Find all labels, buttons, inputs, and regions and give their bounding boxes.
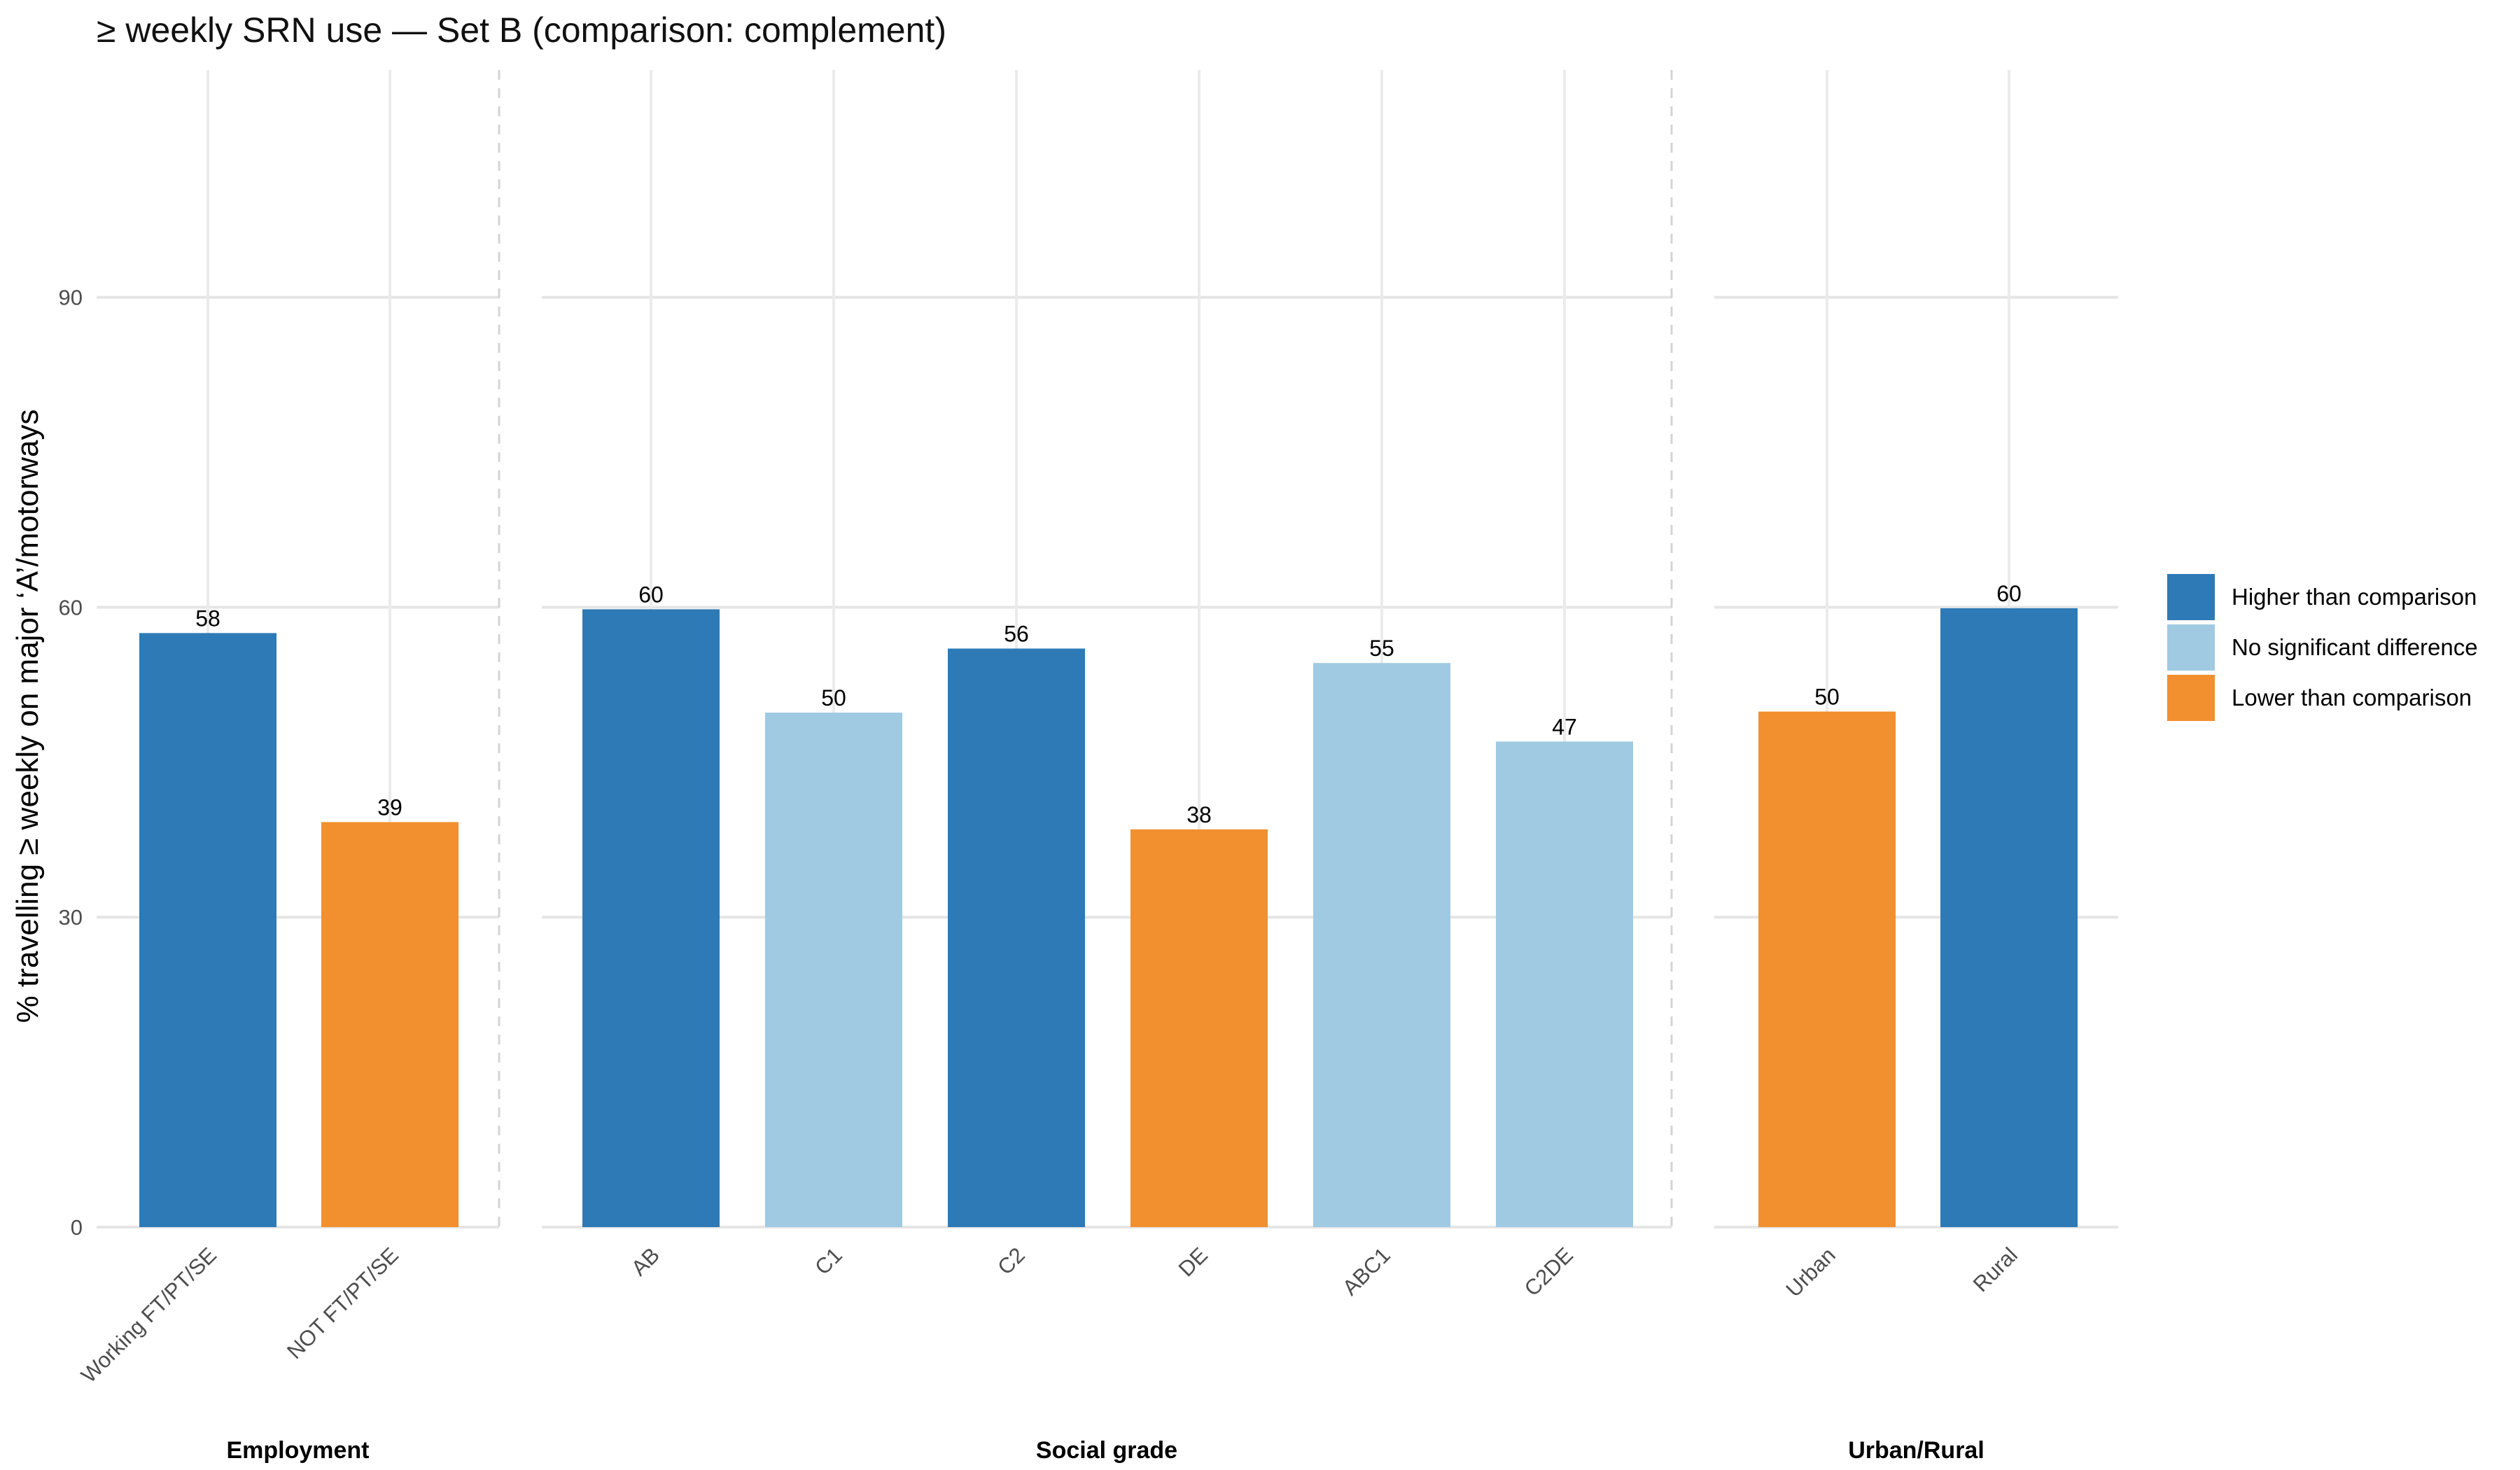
y-axis-title: % travelling ≥ weekly on major ‘A’/motor… (10, 410, 45, 1023)
bar (1496, 741, 1633, 1227)
value-label: 50 (821, 685, 846, 710)
value-label: 60 (638, 582, 664, 607)
y-tick-label: 30 (59, 905, 83, 930)
x-tick-label: C2 (993, 1242, 1030, 1280)
bar-layer (139, 608, 2078, 1227)
facet-label: Urban/Rural (1848, 1437, 1984, 1464)
bar (948, 648, 1085, 1227)
value-label: 47 (1552, 714, 1577, 739)
y-tick-label: 90 (59, 286, 83, 310)
bar (582, 609, 720, 1227)
x-tick-label: NOT FT/PT/SE (282, 1242, 403, 1364)
bar (1940, 608, 2078, 1227)
value-label: 50 (1814, 685, 1840, 710)
legend: Higher than comparison No significant dif… (2167, 574, 2478, 721)
value-label: 55 (1369, 636, 1394, 661)
x-tick-label: C2DE (1520, 1242, 1578, 1301)
bar (765, 713, 902, 1227)
legend-label: Higher than comparison (2232, 584, 2477, 610)
y-tick-label: 0 (71, 1215, 83, 1240)
value-label: 38 (1186, 802, 1212, 827)
x-tick-label: ABC1 (1338, 1242, 1395, 1300)
value-label: 39 (377, 794, 402, 820)
x-tick-label: Urban (1781, 1242, 1840, 1301)
x-tick-label: AB (626, 1242, 664, 1280)
legend-swatch (2167, 675, 2215, 721)
x-tick-label: C1 (810, 1242, 847, 1280)
chart-title: ≥ weekly SRN use — Set B (comparison: co… (97, 10, 946, 50)
legend-label: Lower than comparison (2232, 685, 2472, 710)
bar (1313, 663, 1450, 1227)
x-tick-label: Rural (1968, 1242, 2022, 1296)
y-tick-label: 60 (59, 595, 83, 620)
legend-swatch (2167, 624, 2215, 671)
bar (139, 633, 276, 1227)
bar (321, 822, 458, 1227)
x-tick-label: Working FT/PT/SE (76, 1242, 221, 1387)
legend-label: No significant difference (2232, 634, 2478, 660)
value-label-layer: 58 39 60 50 56 38 55 47 50 60 (195, 581, 2022, 827)
bar (1130, 829, 1268, 1227)
value-label: 56 (1004, 622, 1029, 647)
value-label: 60 (1996, 581, 2022, 606)
bar (1758, 711, 1896, 1227)
facet-label: Social grade (1036, 1437, 1177, 1464)
value-label: 58 (195, 606, 220, 631)
x-tick-label: DE (1174, 1242, 1212, 1281)
facet-label: Employment (226, 1437, 369, 1464)
legend-swatch (2167, 574, 2215, 620)
